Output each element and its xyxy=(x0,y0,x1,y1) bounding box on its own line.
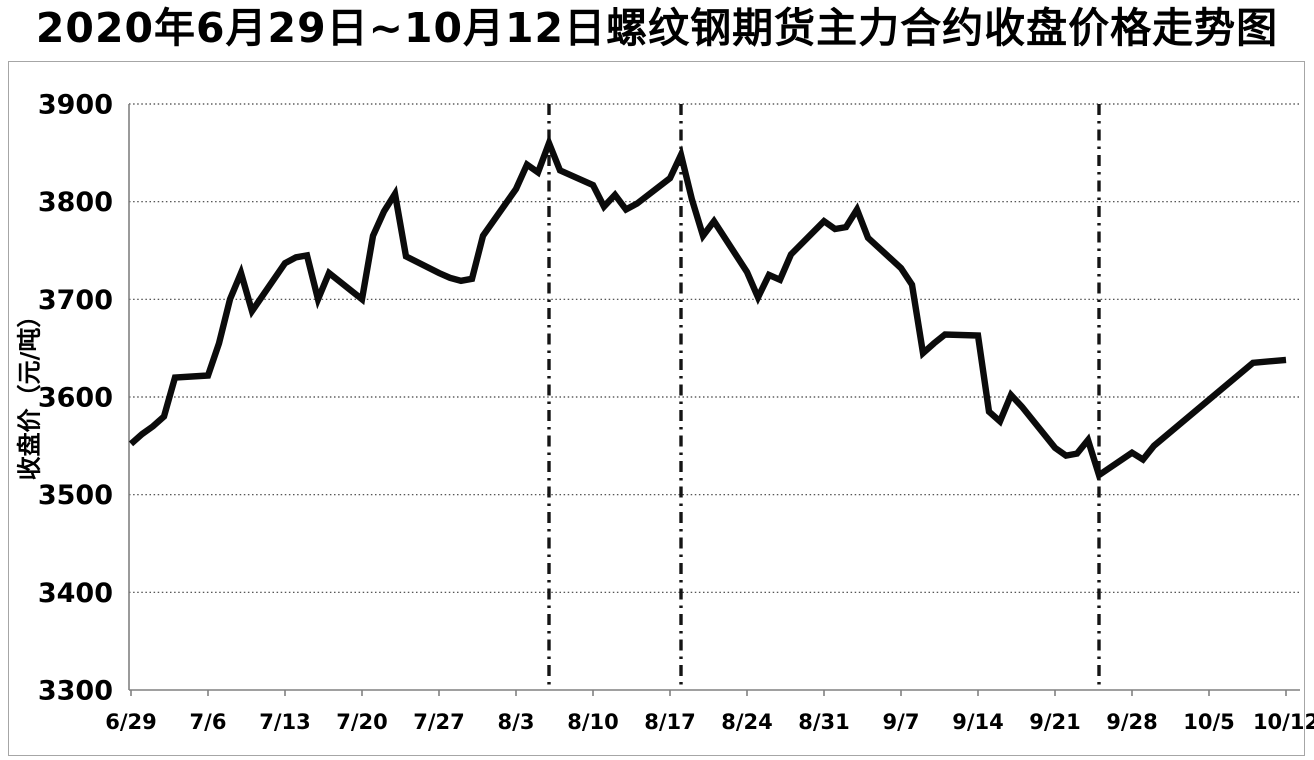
x-tick-label: 8/24 xyxy=(721,710,773,734)
x-tick-label: 7/6 xyxy=(190,710,227,734)
x-tick-label: 8/17 xyxy=(644,710,696,734)
y-tick-label: 3400 xyxy=(38,578,113,609)
y-tick-label: 3500 xyxy=(38,480,113,511)
x-tick-label: 9/14 xyxy=(952,710,1004,734)
x-tick-label: 10/12 xyxy=(1253,710,1314,734)
price-line xyxy=(128,134,1287,481)
y-tick-label: 3300 xyxy=(38,676,113,707)
x-tick-label: 9/7 xyxy=(883,710,920,734)
y-tick-label: 3700 xyxy=(38,285,113,316)
x-tick-label: 7/13 xyxy=(259,710,311,734)
y-tick-label: 3900 xyxy=(38,90,113,121)
x-tick-label: 7/27 xyxy=(413,710,465,734)
x-tick-label: 10/5 xyxy=(1183,710,1235,734)
plot-area-border xyxy=(8,61,1305,756)
x-tick-label: 9/21 xyxy=(1029,710,1081,734)
x-tick-label: 8/31 xyxy=(798,710,850,734)
y-tick-label: 3800 xyxy=(38,187,113,218)
x-tick-label: 8/3 xyxy=(498,710,535,734)
chart-title: 2020年6月29日~10月12日螺纹钢期货主力合约收盘价格走势图 xyxy=(35,4,1279,52)
x-tick-label: 7/20 xyxy=(336,710,388,734)
x-tick-label: 8/10 xyxy=(567,710,619,734)
x-tick-label: 6/29 xyxy=(105,710,157,734)
x-tick-label: 9/28 xyxy=(1106,710,1158,734)
y-tick-label: 3600 xyxy=(38,383,113,414)
